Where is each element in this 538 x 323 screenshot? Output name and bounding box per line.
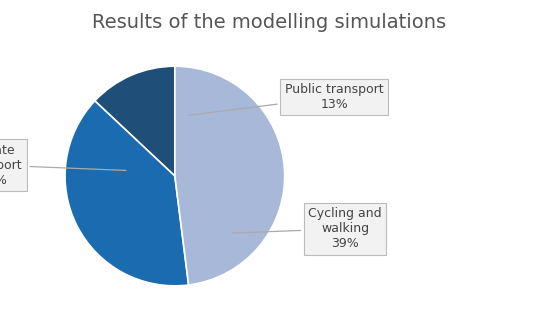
Text: Cycling and
walking
39%: Cycling and walking 39% (232, 207, 382, 250)
Text: Public transport
13%: Public transport 13% (189, 83, 384, 115)
Text: Private
transport
48%: Private transport 48% (0, 143, 126, 187)
Wedge shape (95, 66, 175, 176)
Text: Results of the modelling simulations: Results of the modelling simulations (92, 13, 446, 32)
Wedge shape (175, 66, 285, 285)
Wedge shape (65, 101, 189, 286)
